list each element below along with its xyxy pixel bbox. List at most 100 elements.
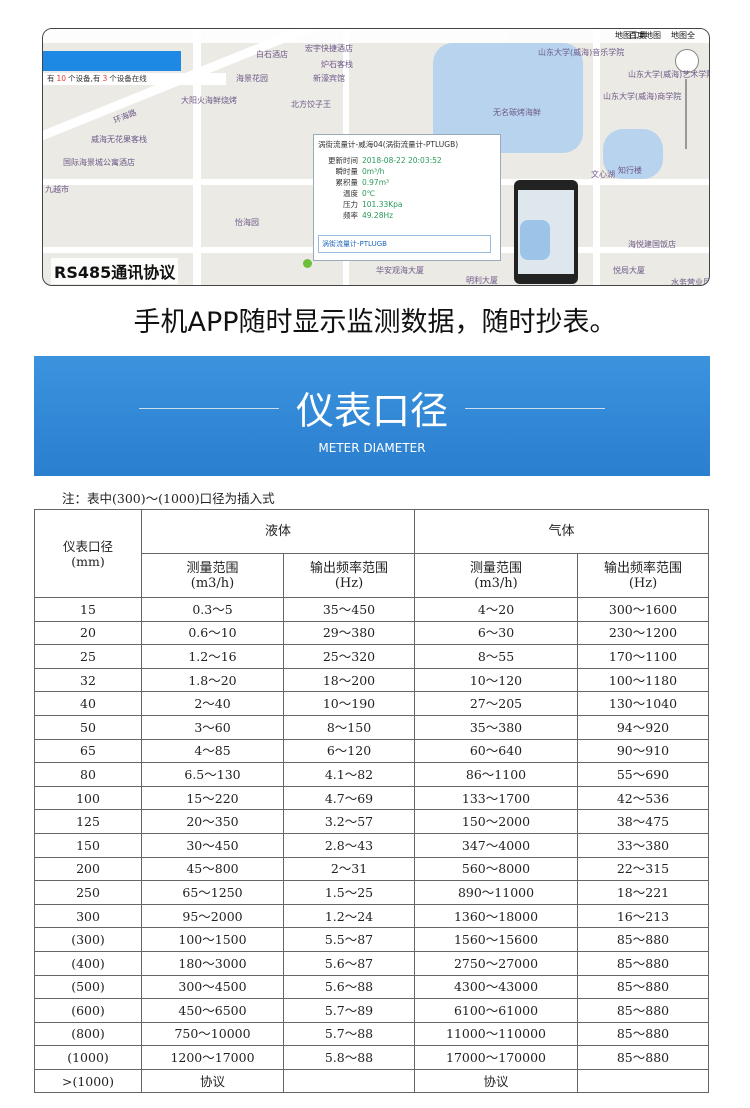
popup-value: 49.28Hz xyxy=(362,211,394,220)
data-cell: 5.5～87 xyxy=(283,927,415,952)
data-cell: 6.5～130 xyxy=(141,762,284,787)
data-cell: 45～800 xyxy=(141,856,284,882)
popup-value: 0℃ xyxy=(362,189,376,198)
data-cell: 15 xyxy=(34,597,142,622)
data-cell: 35～380 xyxy=(414,714,578,740)
popup-row: 压力 101.33Kpa xyxy=(324,199,403,210)
data-cell: 10～190 xyxy=(283,691,415,716)
data-cell: 130～1040 xyxy=(577,691,709,716)
map-road xyxy=(43,29,331,148)
data-cell: 150～2000 xyxy=(414,809,578,834)
header-text: 输出频率范围 xyxy=(603,560,682,576)
map-label: 海悦建国饭店 xyxy=(628,240,676,249)
data-cell: 94～920 xyxy=(577,714,709,740)
section-banner: 仪表口径 METER DIAMETER xyxy=(34,356,710,476)
data-cell: 20 xyxy=(34,620,142,646)
header-row: 测量范围 (m3/h) 输出频率范围 (Hz) 测量范围 (m3/h) 输出频率范围 (Hz) xyxy=(35,553,709,598)
header-text: (m3/h) xyxy=(474,575,518,591)
data-cell: 1200～17000 xyxy=(141,1045,284,1070)
map-water xyxy=(603,129,663,179)
data-cell: 2.8～43 xyxy=(283,832,415,858)
data-cell: 4～85 xyxy=(141,738,284,764)
zoom-control[interactable] xyxy=(675,49,701,159)
data-cell: 95～2000 xyxy=(141,903,284,929)
data-row: 25 1.2～16 25～320 8～55 170～1100 xyxy=(34,644,709,669)
data-row: 100 15～220 4.7～69 133～1700 42～536 xyxy=(34,785,709,811)
popup-key: 温度 xyxy=(343,189,358,198)
popup-key: 频率 xyxy=(343,211,358,220)
empty-cell xyxy=(283,1068,415,1094)
data-cell: 18～200 xyxy=(283,667,415,693)
data-row: (400) 180～3000 5.6～87 2750～27000 85～880 xyxy=(34,950,709,976)
data-cell: 200 xyxy=(34,856,142,882)
data-cell: 5.7～88 xyxy=(283,1021,415,1047)
data-cell: 750～10000 xyxy=(141,1021,284,1047)
popup-value: 0.97m³ xyxy=(362,178,390,187)
data-row: (300) 100～1500 5.5～87 1560～15600 85～880 xyxy=(34,927,709,952)
map-label: 无名碳烤海鲜 xyxy=(493,108,541,117)
data-row: (800) 750～10000 5.7～88 11000～110000 85～880 xyxy=(34,1021,709,1047)
map-label: 明利大厦 xyxy=(466,276,498,285)
map-marker[interactable] xyxy=(303,259,312,268)
popup-footer: 涡街流量计-PTLUGB xyxy=(318,235,491,253)
data-cell: 1360～18000 xyxy=(414,903,578,929)
data-cell: 300 xyxy=(34,903,142,929)
data-cell: 25～320 xyxy=(283,644,415,669)
data-cell: 5.8～88 xyxy=(283,1045,415,1070)
data-cell: 0.3～5 xyxy=(141,597,284,622)
data-cell: 1560～15600 xyxy=(414,927,578,952)
data-cell: 38～475 xyxy=(577,809,709,834)
data-cell: 1.2～16 xyxy=(141,644,284,669)
data-cell: 4～20 xyxy=(414,597,578,622)
data-cell: 17000～170000 xyxy=(414,1045,578,1070)
data-cell: 6100～61000 xyxy=(414,998,578,1023)
map-label: 白石酒店 xyxy=(256,50,288,59)
data-cell: 25 xyxy=(34,644,142,669)
data-cell: 85～880 xyxy=(577,1021,709,1047)
tool[interactable]: 地图全 xyxy=(671,31,695,40)
popup-row: 瞬时量 0m³/h xyxy=(324,166,385,177)
data-row: 300 95～2000 1.2～24 1360～18000 16～213 xyxy=(34,903,709,929)
popup-row: 累积量 0.97m³ xyxy=(324,177,390,188)
data-cell: 1.5～25 xyxy=(283,880,415,905)
sub-header: 输出频率范围 (Hz) xyxy=(577,553,709,598)
empty-cell xyxy=(577,1068,709,1094)
header-text: (mm) xyxy=(71,553,105,569)
data-cell: 4.1～82 xyxy=(283,762,415,787)
data-row: (500) 300～4500 5.6～88 4300～43000 85～880 xyxy=(34,974,709,1000)
data-cell: 30～450 xyxy=(141,832,284,858)
data-cell: 2750～27000 xyxy=(414,950,578,976)
data-cell: 35～450 xyxy=(283,597,415,622)
data-cell: 170～1100 xyxy=(577,644,709,669)
header-text: 测量范围 xyxy=(186,560,239,576)
data-cell: 560～8000 xyxy=(414,856,578,882)
data-row: (600) 450～6500 5.7～89 6100～61000 85～880 xyxy=(34,998,709,1023)
data-row: 20 0.6～10 29～380 6～30 230～1200 xyxy=(34,620,709,646)
note: 注：表中(300)～(1000)口径为插入式 xyxy=(62,491,275,506)
data-cell: 18～221 xyxy=(577,880,709,905)
map-label: 文心湖 xyxy=(591,170,615,179)
data-row: 200 45～800 2～31 560～8000 22～315 xyxy=(34,856,709,882)
diameter-table: 仪表口径 (mm) 液体 气体 测量范围 (m3/h) 输出频率范围 (Hz) 测量范围 (m3/… xyxy=(34,509,709,1094)
data-cell: 85～880 xyxy=(577,998,709,1023)
banner-title: 仪表口径 xyxy=(295,389,448,433)
group-header: 液体 xyxy=(141,509,415,554)
tool[interactable]: 百度地图 xyxy=(629,31,661,40)
data-row: (1000) 1200～17000 5.8～88 17000～170000 85～880 xyxy=(34,1045,709,1070)
data-cell: 890～11000 xyxy=(414,880,578,905)
info-text: 3 xyxy=(102,74,108,83)
data-row: 125 20～350 3.2～57 150～2000 38～475 xyxy=(34,809,709,834)
tool[interactable]: 地图工具 xyxy=(615,31,647,40)
popup-key: 瞬时量 xyxy=(335,167,359,176)
data-cell: 133～1700 xyxy=(414,785,578,811)
map-label: 山东大学(威海)音乐学院 xyxy=(538,48,625,57)
map-label: 海景花园 xyxy=(236,74,268,83)
map-label: 水务营业厅 xyxy=(671,278,710,286)
map-label: 知行楼 xyxy=(618,166,642,175)
data-cell: 1.8～20 xyxy=(141,667,284,693)
popup-key: 累积量 xyxy=(335,178,359,187)
data-cell: 85～880 xyxy=(577,1045,709,1070)
data-cell: 1.2～24 xyxy=(283,903,415,929)
phone xyxy=(514,180,578,284)
